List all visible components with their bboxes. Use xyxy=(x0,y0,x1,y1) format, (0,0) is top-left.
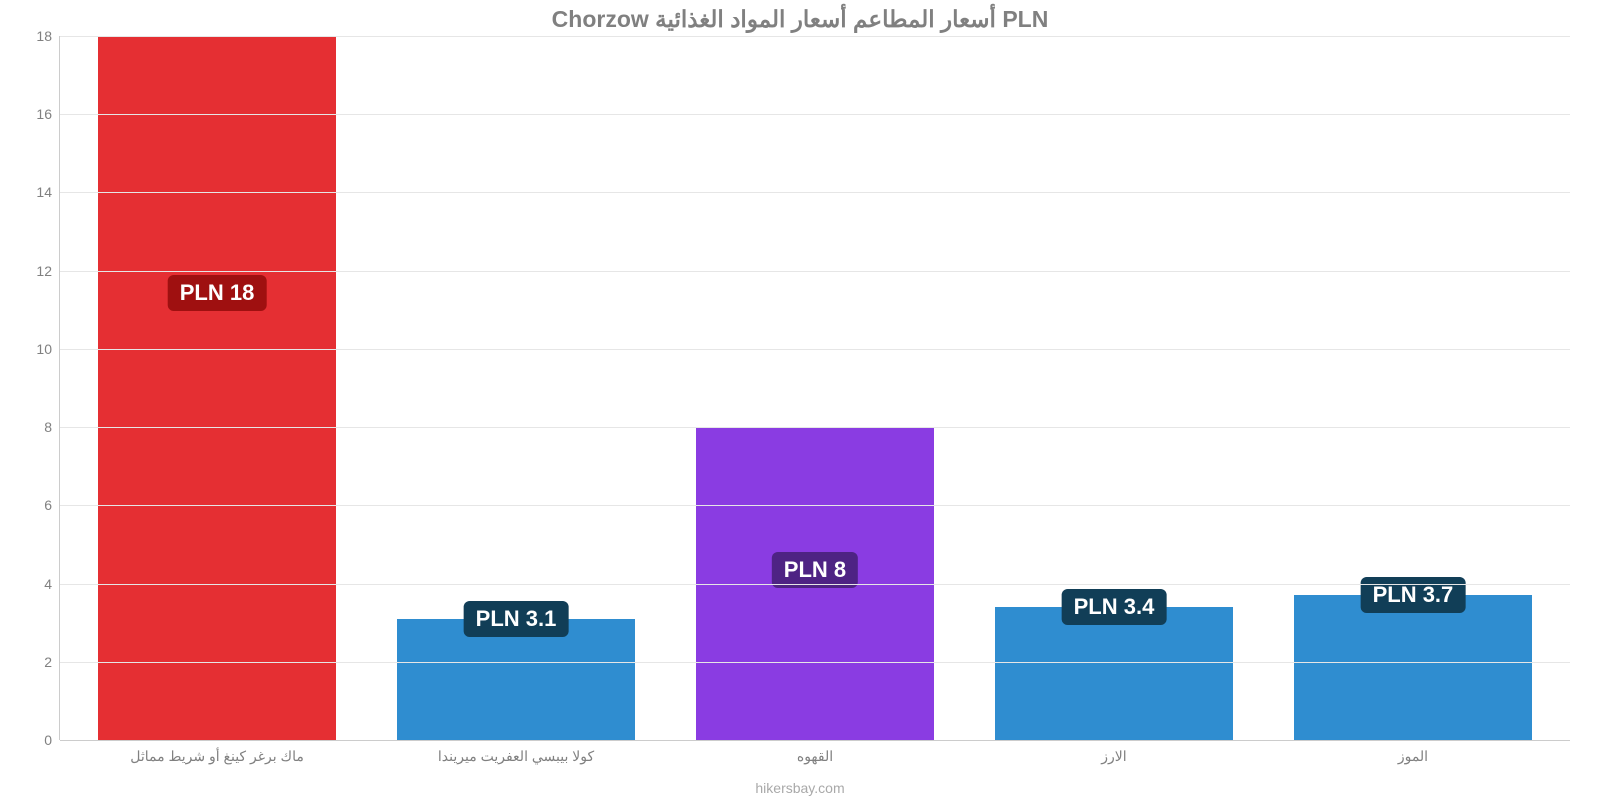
y-tick-label: 6 xyxy=(10,497,60,513)
bars-container: PLN 18PLN 3.1PLN 8PLN 3.4PLN 3.7 xyxy=(60,36,1570,740)
watermark: hikersbay.com xyxy=(0,780,1600,796)
chart-title: PLN أسعار المطاعم أسعار المواد الغذائية … xyxy=(0,6,1600,33)
grid-line xyxy=(60,662,1570,663)
grid-line xyxy=(60,271,1570,272)
x-tick-label: الموز xyxy=(1398,740,1428,765)
grid-line xyxy=(60,349,1570,350)
y-tick-label: 0 xyxy=(10,732,60,748)
plot-area: PLN 18PLN 3.1PLN 8PLN 3.4PLN 3.7 0246810… xyxy=(60,36,1570,740)
value-badge: PLN 3.4 xyxy=(1062,589,1167,625)
value-badge: PLN 3.1 xyxy=(464,601,569,637)
x-tick-label: الارز xyxy=(1101,740,1126,765)
bar: PLN 3.4 xyxy=(995,607,1234,740)
y-tick-label: 4 xyxy=(10,576,60,592)
x-tick-label: ماك برغر كينغ أو شريط مماثل xyxy=(130,740,304,765)
value-badge: PLN 18 xyxy=(168,275,267,311)
grid-line xyxy=(60,505,1570,506)
x-tick-label: القهوه xyxy=(797,740,833,765)
bar: PLN 3.1 xyxy=(397,619,636,740)
x-tick-label: كولا بيبسي العفريت ميريندا xyxy=(438,740,594,765)
price-chart: PLN أسعار المطاعم أسعار المواد الغذائية … xyxy=(0,0,1600,800)
y-axis xyxy=(59,36,60,740)
grid-line xyxy=(60,192,1570,193)
y-tick-label: 2 xyxy=(10,654,60,670)
y-tick-label: 10 xyxy=(10,341,60,357)
y-tick-label: 16 xyxy=(10,106,60,122)
y-tick-label: 8 xyxy=(10,419,60,435)
y-tick-label: 18 xyxy=(10,28,60,44)
bar: PLN 18 xyxy=(98,36,337,740)
grid-line xyxy=(60,36,1570,37)
bar: PLN 3.7 xyxy=(1294,595,1533,740)
grid-line xyxy=(60,427,1570,428)
grid-line xyxy=(60,584,1570,585)
y-tick-label: 12 xyxy=(10,263,60,279)
grid-line xyxy=(60,114,1570,115)
y-tick-label: 14 xyxy=(10,184,60,200)
